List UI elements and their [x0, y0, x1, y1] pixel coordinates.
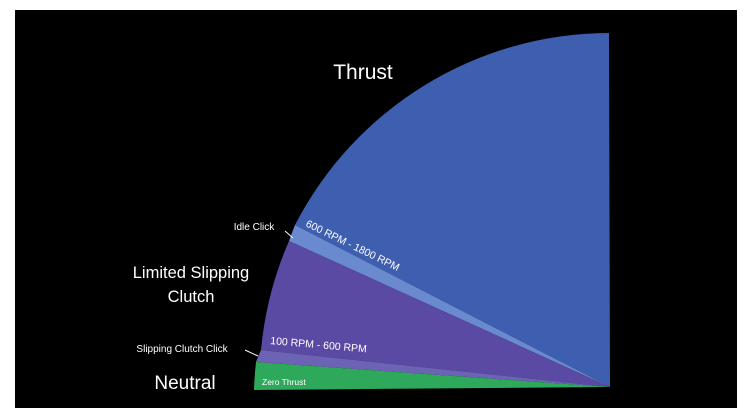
zero-thrust-label: Zero Thrust — [262, 377, 306, 387]
idle-click-leader-line — [284, 230, 294, 239]
slipping-clutch-click-leader-line — [244, 349, 259, 357]
limited-slipping-clutch-label-line2: Clutch — [168, 288, 215, 306]
neutral-sector — [254, 362, 610, 390]
slipping-clutch-click-band — [256, 350, 610, 387]
neutral-label: Neutral — [154, 373, 215, 394]
slipping-clutch-click-label: Slipping Clutch Click — [136, 344, 228, 355]
idle-click-band — [289, 225, 610, 387]
limited-slipping-clutch-label-line1: Limited Slipping — [133, 264, 249, 282]
limited-slipping-clutch-sector — [261, 241, 610, 387]
idle-click-label: Idle Click — [234, 222, 276, 233]
thrust-sector — [295, 33, 610, 387]
thrust-label: Thrust — [333, 61, 393, 84]
